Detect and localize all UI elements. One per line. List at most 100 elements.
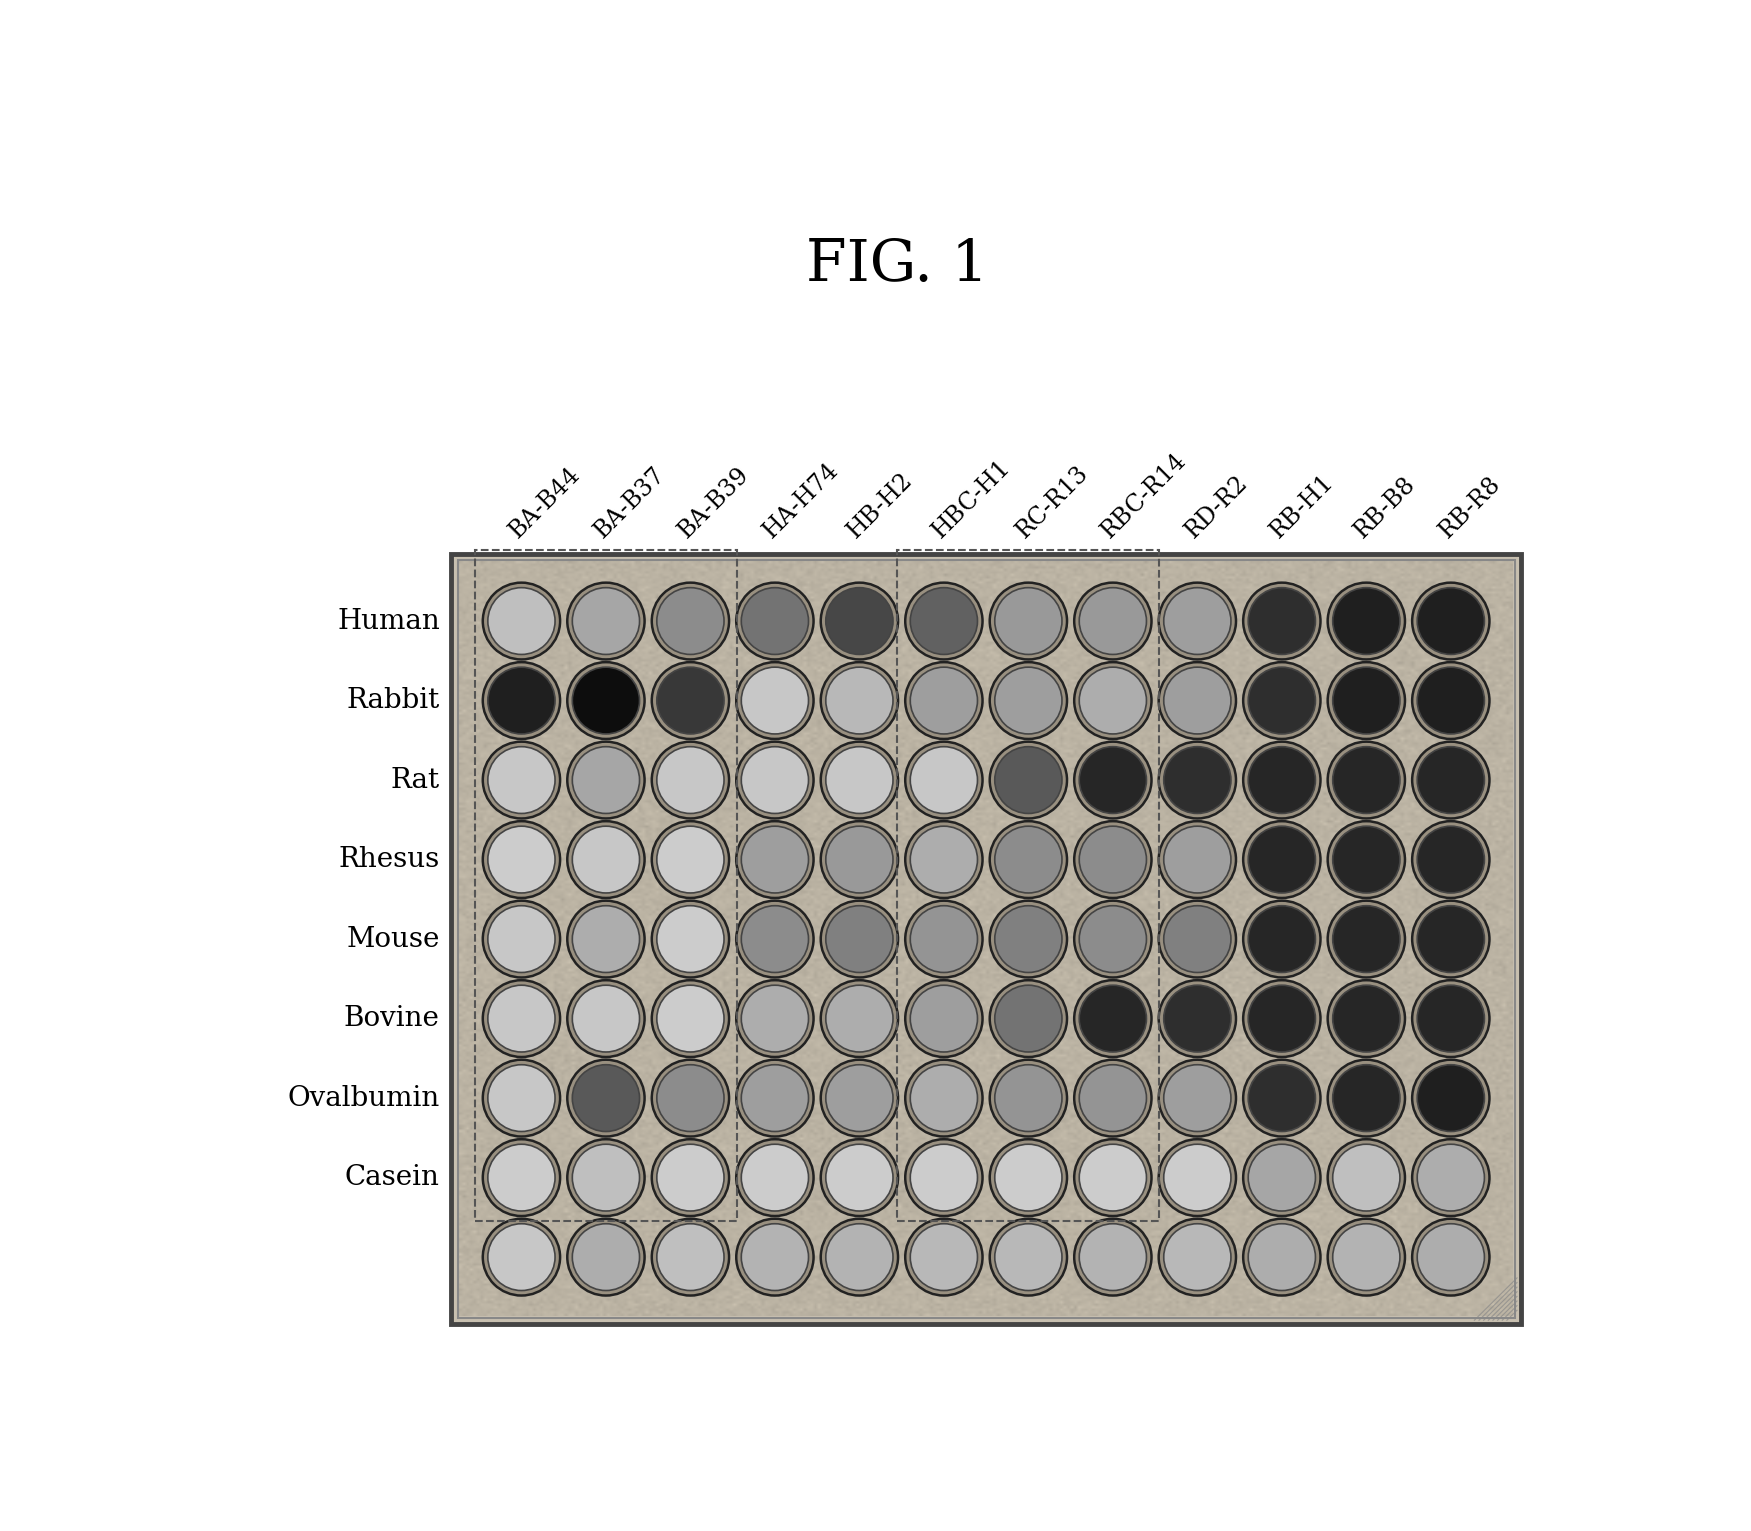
Circle shape <box>1079 827 1147 893</box>
Circle shape <box>911 588 977 654</box>
Circle shape <box>989 1219 1066 1295</box>
Circle shape <box>911 1144 977 1211</box>
Circle shape <box>651 821 728 899</box>
Circle shape <box>1243 821 1320 899</box>
Circle shape <box>573 1223 639 1291</box>
Circle shape <box>1243 900 1320 977</box>
Circle shape <box>821 583 898 660</box>
Circle shape <box>826 668 893 733</box>
Circle shape <box>1073 661 1152 739</box>
Circle shape <box>489 1223 555 1291</box>
Circle shape <box>489 588 555 654</box>
Text: RB-H1: RB-H1 <box>1266 470 1338 542</box>
Circle shape <box>1073 1139 1152 1216</box>
Circle shape <box>911 747 977 813</box>
Circle shape <box>735 900 814 977</box>
Circle shape <box>1164 906 1231 972</box>
Circle shape <box>1079 747 1147 813</box>
Circle shape <box>1248 827 1315 893</box>
Circle shape <box>989 980 1066 1056</box>
Circle shape <box>1327 1139 1404 1216</box>
Circle shape <box>1073 741 1152 819</box>
Text: Bovine: Bovine <box>343 1004 440 1032</box>
Circle shape <box>483 741 560 819</box>
Text: HA-H74: HA-H74 <box>758 458 842 542</box>
Circle shape <box>741 747 809 813</box>
Circle shape <box>1073 1219 1152 1295</box>
Circle shape <box>483 1219 560 1295</box>
Circle shape <box>905 741 982 819</box>
Circle shape <box>741 1144 809 1211</box>
Circle shape <box>657 906 723 972</box>
Circle shape <box>989 1139 1066 1216</box>
Text: Rhesus: Rhesus <box>338 847 440 873</box>
Text: FIG. 1: FIG. 1 <box>805 237 989 292</box>
Circle shape <box>1417 1064 1485 1131</box>
Circle shape <box>905 1139 982 1216</box>
Circle shape <box>483 1059 560 1136</box>
Circle shape <box>567 741 644 819</box>
Circle shape <box>1073 980 1152 1056</box>
Circle shape <box>1164 1064 1231 1131</box>
Circle shape <box>1073 900 1152 977</box>
Circle shape <box>821 900 898 977</box>
Circle shape <box>1159 1059 1236 1136</box>
Circle shape <box>821 1059 898 1136</box>
Circle shape <box>826 827 893 893</box>
Circle shape <box>905 1059 982 1136</box>
Circle shape <box>1411 1139 1490 1216</box>
Circle shape <box>905 1219 982 1295</box>
Circle shape <box>1159 821 1236 899</box>
Circle shape <box>1248 1064 1315 1131</box>
Circle shape <box>735 821 814 899</box>
Circle shape <box>483 821 560 899</box>
Circle shape <box>1333 1144 1401 1211</box>
Circle shape <box>1333 747 1401 813</box>
Circle shape <box>651 1059 728 1136</box>
Circle shape <box>735 980 814 1056</box>
Circle shape <box>489 1064 555 1131</box>
Circle shape <box>741 1223 809 1291</box>
Circle shape <box>741 668 809 733</box>
Circle shape <box>1243 1219 1320 1295</box>
Circle shape <box>567 821 644 899</box>
Circle shape <box>1333 906 1401 972</box>
Circle shape <box>1164 1144 1231 1211</box>
Circle shape <box>826 906 893 972</box>
Text: RB-R8: RB-R8 <box>1434 472 1504 542</box>
Circle shape <box>657 747 723 813</box>
Circle shape <box>651 900 728 977</box>
Text: BA-B39: BA-B39 <box>674 462 755 542</box>
Circle shape <box>989 741 1066 819</box>
Circle shape <box>567 661 644 739</box>
Circle shape <box>489 668 555 733</box>
Circle shape <box>1333 827 1401 893</box>
Circle shape <box>567 900 644 977</box>
Circle shape <box>826 1064 893 1131</box>
Circle shape <box>483 583 560 660</box>
Circle shape <box>573 827 639 893</box>
Circle shape <box>657 1064 723 1131</box>
Circle shape <box>1248 1223 1315 1291</box>
Circle shape <box>995 1223 1061 1291</box>
Circle shape <box>1248 747 1315 813</box>
Circle shape <box>1073 1059 1152 1136</box>
Circle shape <box>1333 986 1401 1052</box>
Bar <box>457 560 1515 1318</box>
Circle shape <box>1333 588 1401 654</box>
Circle shape <box>573 1064 639 1131</box>
Circle shape <box>735 1219 814 1295</box>
Text: HBC-H1: HBC-H1 <box>928 456 1014 542</box>
Circle shape <box>1159 661 1236 739</box>
Circle shape <box>1079 1064 1147 1131</box>
Circle shape <box>489 747 555 813</box>
Circle shape <box>567 1059 644 1136</box>
Circle shape <box>567 980 644 1056</box>
Circle shape <box>573 986 639 1052</box>
Circle shape <box>1417 668 1485 733</box>
Circle shape <box>1159 583 1236 660</box>
Circle shape <box>573 906 639 972</box>
Circle shape <box>826 588 893 654</box>
Circle shape <box>741 906 809 972</box>
Circle shape <box>989 583 1066 660</box>
